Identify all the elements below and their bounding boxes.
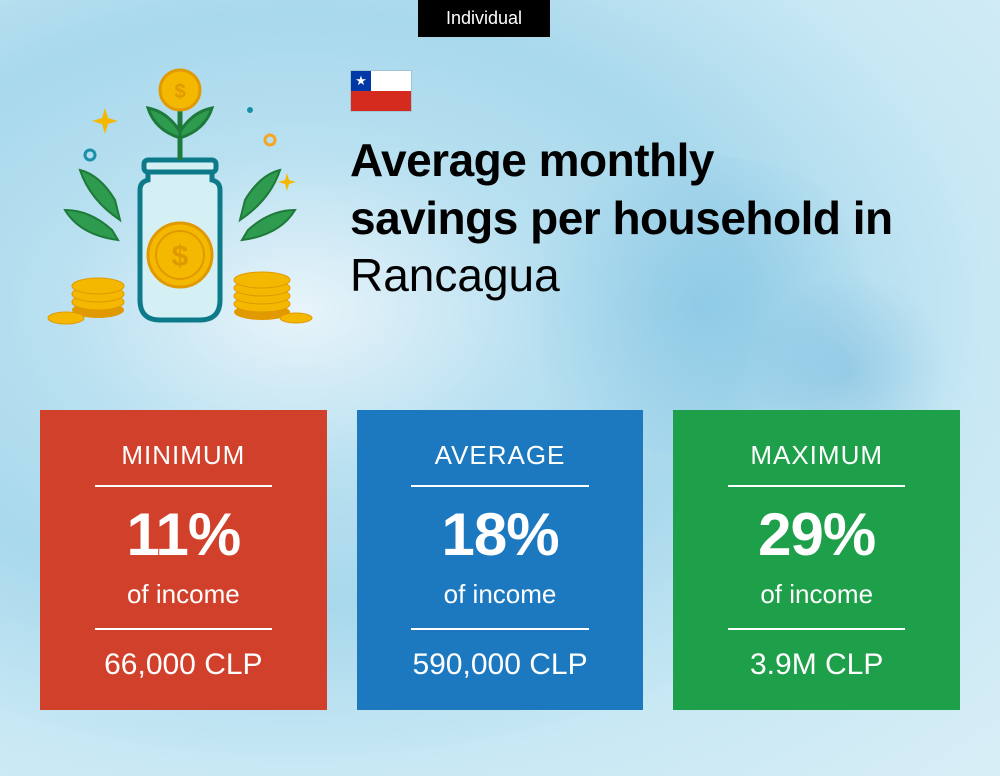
stat-card-minimum: MINIMUM 11% of income 66,000 CLP	[40, 410, 327, 710]
card-subtext: of income	[127, 579, 240, 610]
card-amount: 590,000 CLP	[412, 648, 587, 682]
card-divider	[411, 628, 589, 630]
card-percent: 11%	[126, 505, 240, 565]
stat-card-average: AVERAGE 18% of income 590,000 CLP	[357, 410, 644, 710]
stat-card-maximum: MAXIMUM 29% of income 3.9M CLP	[673, 410, 960, 710]
plant-stem: $	[148, 70, 212, 160]
card-subtext: of income	[760, 579, 873, 610]
coin-stack-left	[48, 278, 124, 324]
card-percent: 18%	[441, 505, 558, 565]
stat-cards-row: MINIMUM 11% of income 66,000 CLP AVERAGE…	[40, 410, 960, 710]
card-divider	[411, 485, 589, 487]
card-amount: 66,000 CLP	[104, 648, 262, 682]
title-line-1: Average monthly	[350, 132, 893, 190]
title-location: Rancagua	[350, 247, 893, 305]
card-label: AVERAGE	[435, 440, 566, 471]
svg-text:$: $	[174, 81, 185, 103]
card-amount: 3.9M CLP	[750, 648, 883, 682]
header-section: $ $ ★ Average mo	[40, 60, 960, 340]
card-divider	[95, 628, 273, 630]
coin-stack-right	[234, 272, 312, 323]
chile-flag-icon: ★	[350, 70, 412, 112]
card-divider	[728, 628, 906, 630]
title-block: ★ Average monthly savings per household …	[350, 60, 893, 305]
jar: $	[140, 160, 220, 320]
title-line-2: savings per household in	[350, 190, 893, 248]
card-percent: 29%	[758, 505, 875, 565]
category-badge: Individual	[418, 0, 550, 37]
card-subtext: of income	[444, 579, 557, 610]
card-divider	[728, 485, 906, 487]
card-divider	[95, 485, 273, 487]
svg-text:$: $	[172, 240, 189, 273]
savings-jar-illustration: $ $	[40, 60, 320, 340]
card-label: MINIMUM	[121, 440, 245, 471]
card-label: MAXIMUM	[750, 440, 883, 471]
